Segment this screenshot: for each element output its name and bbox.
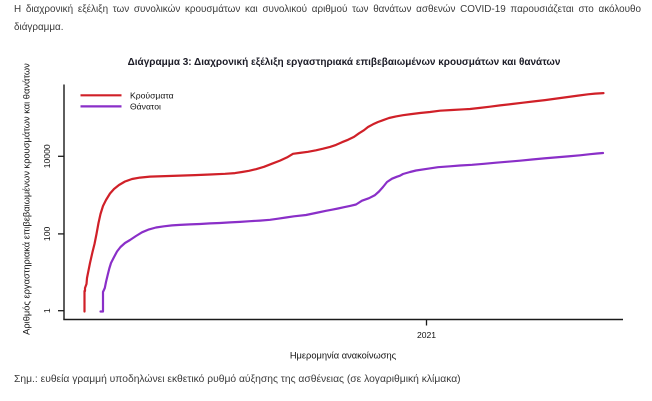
svg-text:Κρούσματα: Κρούσματα xyxy=(130,90,174,100)
svg-text:1: 1 xyxy=(42,308,52,313)
svg-text:Ημερομηνία ανακοίνωσης: Ημερομηνία ανακοίνωσης xyxy=(290,351,397,361)
svg-text:2021: 2021 xyxy=(417,330,436,340)
svg-text:10000: 10000 xyxy=(42,144,52,168)
svg-text:Αριθμός εργαστηριακά επιβεβαιω: Αριθμός εργαστηριακά επιβεβαιωμένων κρου… xyxy=(22,63,32,335)
svg-text:100: 100 xyxy=(42,227,52,242)
svg-text:Θάνατοι: Θάνατοι xyxy=(130,102,161,112)
